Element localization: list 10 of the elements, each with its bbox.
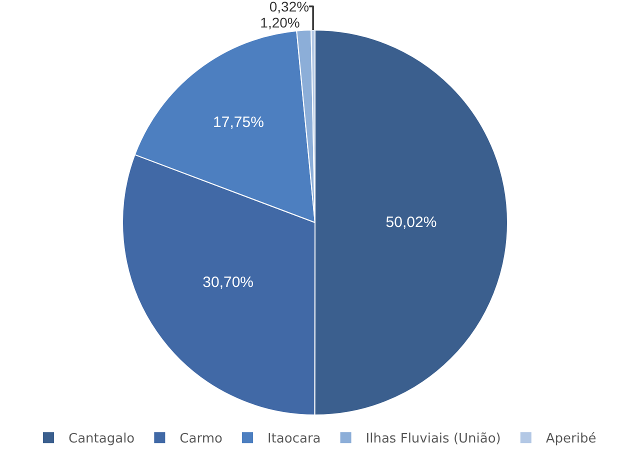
legend-label: Aperibé xyxy=(546,432,596,447)
data-label: 50,02% xyxy=(386,214,437,232)
legend-label: Itaocara xyxy=(268,432,321,447)
data-label: 1,20% xyxy=(260,14,300,30)
legend-label: Cantagalo xyxy=(68,432,135,447)
data-label: 17,75% xyxy=(213,114,264,132)
data-label: 30,70% xyxy=(202,274,254,292)
data-label: 0,32% xyxy=(269,0,310,14)
legend-label: Ilhas Fluviais (União) xyxy=(366,432,501,447)
legend-label: Carmo xyxy=(180,432,222,447)
